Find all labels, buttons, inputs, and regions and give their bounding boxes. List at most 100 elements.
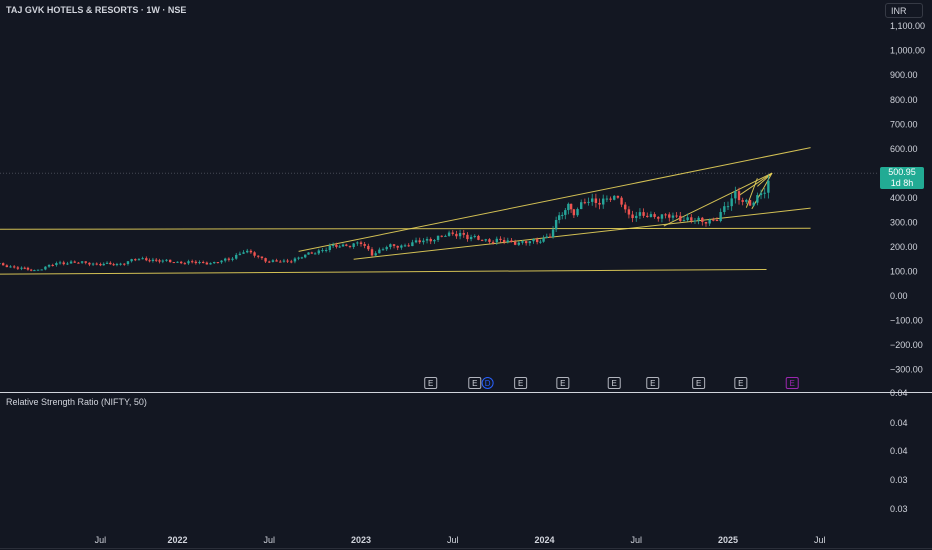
candle-body bbox=[168, 259, 172, 263]
candle-body bbox=[712, 219, 715, 221]
x-tick-label: Jul bbox=[814, 535, 826, 545]
candle-body bbox=[126, 261, 130, 265]
candle-body bbox=[403, 245, 407, 247]
candle-body bbox=[290, 261, 293, 263]
candle-body bbox=[47, 264, 51, 267]
candle-body bbox=[112, 264, 115, 266]
candle-body bbox=[205, 262, 209, 265]
candle-body bbox=[539, 241, 542, 243]
candle-body bbox=[671, 215, 675, 218]
candle-body bbox=[209, 263, 212, 265]
candle-body bbox=[561, 214, 564, 216]
candle-body bbox=[646, 215, 649, 217]
earnings-marker bbox=[556, 377, 570, 389]
candle-body bbox=[73, 261, 76, 263]
indicator-label: Relative Strength Ratio (NIFTY, 50) bbox=[6, 397, 147, 407]
candle-body bbox=[179, 261, 183, 264]
candle-body bbox=[148, 260, 151, 262]
candle-body bbox=[551, 229, 555, 237]
candle-body bbox=[130, 259, 133, 262]
candle-body bbox=[300, 257, 304, 259]
candle-body bbox=[686, 217, 689, 221]
event-marker-label: E bbox=[696, 379, 701, 388]
candle-body bbox=[675, 215, 678, 217]
candle-body bbox=[583, 202, 587, 204]
candle-body bbox=[649, 214, 653, 217]
candle-body bbox=[216, 262, 220, 264]
candle-body bbox=[328, 245, 332, 250]
candle-body bbox=[594, 198, 598, 203]
candle-body bbox=[238, 253, 242, 255]
earnings-marker bbox=[734, 377, 748, 389]
y-tick-label: −100.00 bbox=[890, 316, 923, 326]
candle-body bbox=[638, 212, 642, 216]
candle-body bbox=[310, 252, 314, 254]
trendline bbox=[0, 227, 811, 230]
candle-body bbox=[400, 245, 403, 248]
candle-body bbox=[521, 241, 524, 243]
candle-body bbox=[348, 245, 352, 247]
candle-body bbox=[102, 263, 105, 266]
currency-selector[interactable]: INR bbox=[885, 3, 923, 18]
candle-body bbox=[542, 237, 545, 242]
earnings-marker bbox=[424, 377, 438, 389]
earnings-marker bbox=[785, 377, 799, 389]
candle-body bbox=[183, 263, 187, 265]
candle-body bbox=[548, 236, 552, 238]
candle-body bbox=[572, 209, 576, 216]
candle-body bbox=[145, 258, 148, 261]
candle-body bbox=[264, 258, 267, 262]
chart-title: TAJ GVK HOTELS & RESORTS · 1W · NSE bbox=[6, 5, 187, 15]
candle-body bbox=[165, 259, 168, 261]
candle-body bbox=[190, 261, 194, 263]
candle-body bbox=[338, 246, 341, 248]
candle-body bbox=[51, 264, 54, 266]
candle-body bbox=[767, 180, 770, 193]
candle-body bbox=[341, 244, 345, 247]
dividend-marker bbox=[481, 377, 494, 389]
candle-body bbox=[293, 258, 297, 262]
x-tick-label: Jul bbox=[630, 535, 642, 545]
candle-body bbox=[466, 234, 469, 240]
candle-body bbox=[194, 261, 198, 264]
candle-body bbox=[84, 261, 87, 263]
event-marker-label: D bbox=[485, 379, 491, 388]
candle-body bbox=[605, 198, 609, 200]
candle-body bbox=[275, 260, 278, 262]
candle-body bbox=[499, 238, 502, 240]
candle-body bbox=[436, 235, 440, 241]
candle-body bbox=[385, 247, 388, 250]
candle-body bbox=[317, 250, 320, 254]
candle-body bbox=[23, 267, 26, 269]
candle-body bbox=[664, 214, 667, 216]
candle-body bbox=[33, 270, 36, 272]
candle-body bbox=[458, 232, 462, 237]
candle-body bbox=[477, 235, 480, 240]
candle-body bbox=[682, 220, 686, 222]
candle-body bbox=[693, 220, 697, 222]
candle-body bbox=[524, 241, 528, 244]
rsr-y-tick-label: 0.04 bbox=[890, 418, 908, 428]
candle-body bbox=[335, 244, 338, 247]
candle-body bbox=[635, 215, 638, 219]
x-tick-label: Jul bbox=[95, 535, 107, 545]
candle-body bbox=[12, 266, 16, 268]
candle-body bbox=[77, 262, 80, 264]
candle-body bbox=[455, 233, 458, 237]
candle-body bbox=[422, 240, 425, 243]
candle-body bbox=[268, 261, 271, 263]
candle-body bbox=[0, 263, 1, 265]
candle-body bbox=[151, 259, 155, 262]
candle-body bbox=[62, 262, 65, 265]
candle-body bbox=[324, 249, 328, 251]
candle-body bbox=[759, 193, 763, 196]
candle-body bbox=[616, 195, 620, 198]
candle-body bbox=[99, 264, 102, 266]
candle-body bbox=[510, 240, 513, 242]
candle-body bbox=[469, 236, 473, 240]
x-tick-label: 2022 bbox=[167, 535, 187, 545]
candle-body bbox=[418, 240, 421, 243]
candle-body bbox=[66, 263, 69, 265]
candle-body bbox=[36, 269, 40, 271]
